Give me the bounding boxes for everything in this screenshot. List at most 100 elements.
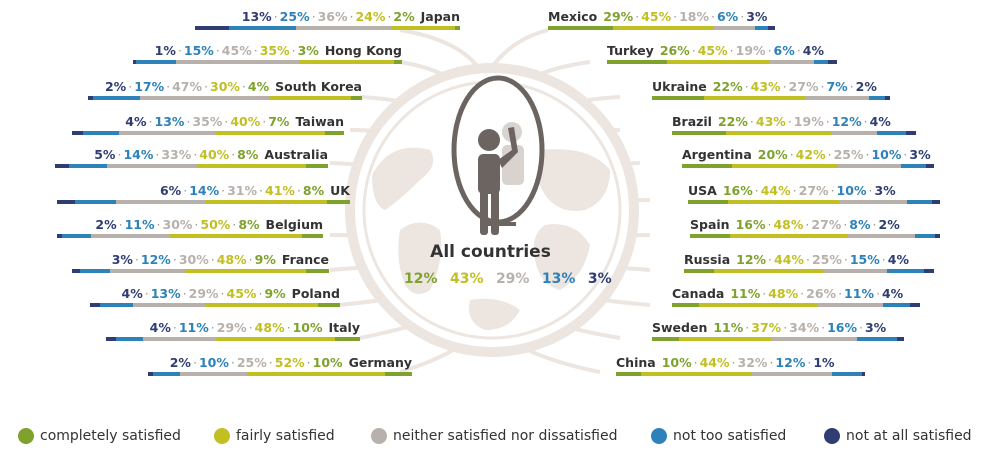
value-argentina-not-at-all: 3% bbox=[909, 147, 931, 162]
separator: · bbox=[248, 320, 253, 335]
value-south-korea-neither: 47% bbox=[172, 79, 203, 94]
bar-segment-completely bbox=[548, 26, 614, 30]
value-australia-neither: 33% bbox=[161, 147, 192, 162]
country-label: Hong Kong bbox=[324, 43, 402, 58]
value-hong-kong-not-at-all: 1% bbox=[154, 43, 176, 58]
value-germany-not-at-all: 2% bbox=[169, 355, 191, 370]
value-usa-not-at-all: 3% bbox=[874, 183, 896, 198]
center-value-completely: 12% bbox=[404, 271, 438, 287]
value-japan-not-too: 25% bbox=[279, 9, 310, 24]
separator: · bbox=[691, 43, 696, 58]
separator: · bbox=[749, 114, 754, 129]
value-canada-not-too: 11% bbox=[844, 286, 874, 301]
value-spain-not-at-all: 2% bbox=[878, 217, 900, 232]
country-label: Italy bbox=[328, 320, 361, 335]
country-label: Poland bbox=[291, 286, 340, 301]
value-taiwan-not-at-all: 4% bbox=[125, 114, 147, 129]
bar-segment-not-too bbox=[100, 303, 133, 307]
globe-continents bbox=[372, 147, 610, 330]
value-ukraine-not-too: 7% bbox=[826, 79, 848, 94]
bar-segment-not-at-all bbox=[55, 164, 69, 168]
value-italy-neither: 29% bbox=[216, 320, 247, 335]
bar-spain bbox=[690, 234, 940, 238]
separator: · bbox=[268, 355, 273, 370]
bar-segment-completely bbox=[301, 234, 323, 238]
row-russia: Russia 12% · 44% · 25% · 15% · 4% bbox=[684, 253, 909, 267]
separator: · bbox=[807, 355, 812, 370]
bar-segment-not-too bbox=[907, 200, 933, 204]
center-values: 12% 43% 29% 13% 3% bbox=[404, 271, 620, 287]
mirror-stand bbox=[480, 222, 516, 226]
bar-sweden bbox=[652, 337, 904, 341]
value-sweden-fairly: 37% bbox=[751, 320, 782, 335]
separator: · bbox=[754, 183, 759, 198]
center-title: All countries bbox=[430, 242, 551, 262]
row-spain: Spain 16% · 48% · 27% · 8% · 2% bbox=[690, 218, 900, 232]
value-taiwan-not-too: 13% bbox=[154, 114, 185, 129]
bar-segment-completely bbox=[326, 200, 350, 204]
value-poland-not-too: 13% bbox=[150, 286, 181, 301]
separator: · bbox=[273, 9, 278, 24]
separator: · bbox=[220, 286, 225, 301]
separator: · bbox=[843, 252, 848, 267]
value-uk-fairly: 41% bbox=[265, 183, 295, 198]
separator: · bbox=[258, 286, 263, 301]
separator: · bbox=[193, 147, 198, 162]
separator: · bbox=[711, 9, 715, 24]
value-uk-not-at-all: 6% bbox=[159, 183, 182, 198]
value-sweden-neither: 34% bbox=[789, 320, 820, 335]
row-japan: 13% · 25% · 36% · 24% · 2% Japan bbox=[242, 10, 460, 24]
separator: · bbox=[182, 286, 187, 301]
separator: · bbox=[148, 114, 153, 129]
value-mexico-neither: 18% bbox=[679, 9, 709, 24]
bar-taiwan bbox=[72, 131, 344, 135]
bar-segment-fairly bbox=[196, 164, 307, 168]
separator: · bbox=[872, 217, 877, 232]
bar-segment-not-too bbox=[229, 26, 296, 30]
country-label: Mexico bbox=[548, 9, 598, 24]
row-uk: 6% · 14% · 31% · 41% · 8% UK bbox=[160, 184, 350, 198]
separator: · bbox=[166, 79, 171, 94]
country-label: Taiwan bbox=[295, 114, 344, 129]
country-label: France bbox=[281, 252, 329, 267]
separator: · bbox=[863, 114, 868, 129]
bar-hong-kong bbox=[133, 60, 402, 64]
bar-segment-neither bbox=[115, 200, 207, 204]
separator: · bbox=[859, 320, 863, 335]
value-poland-not-at-all: 4% bbox=[121, 286, 143, 301]
separator: · bbox=[805, 252, 810, 267]
bar-segment-not-at-all bbox=[57, 200, 75, 204]
separator: · bbox=[881, 252, 886, 267]
bar-segment-not-too bbox=[832, 372, 863, 376]
separator: · bbox=[789, 147, 794, 162]
country-label: Australia bbox=[264, 147, 328, 162]
value-france-neither: 30% bbox=[178, 252, 209, 267]
separator: · bbox=[349, 9, 354, 24]
bar-argentina bbox=[682, 164, 934, 168]
bar-segment-not-at-all bbox=[926, 164, 934, 168]
value-japan-completely: 2% bbox=[393, 9, 415, 24]
bar-segment-not-at-all bbox=[768, 26, 775, 30]
row-sweden: Sweden 11% · 37% · 34% · 16% · 3% bbox=[652, 321, 886, 335]
separator: · bbox=[172, 252, 177, 267]
bar-segment-completely bbox=[385, 372, 412, 376]
separator: · bbox=[128, 79, 133, 94]
separator: · bbox=[805, 217, 810, 232]
separator: · bbox=[783, 320, 788, 335]
bar-segment-not-too bbox=[876, 131, 907, 135]
bar-ukraine bbox=[652, 96, 890, 100]
value-germany-not-too: 10% bbox=[198, 355, 229, 370]
separator: · bbox=[800, 286, 805, 301]
value-russia-fairly: 44% bbox=[774, 252, 804, 267]
value-turkey-neither: 19% bbox=[735, 43, 766, 58]
value-australia-completely: 8% bbox=[237, 147, 259, 162]
legend-label: neither satisfied nor dissatisfied bbox=[393, 428, 618, 444]
bar-segment-not-at-all bbox=[148, 372, 154, 376]
bar-segment-not-at-all bbox=[935, 234, 940, 238]
bar-segment-not-too bbox=[82, 131, 119, 135]
separator: · bbox=[769, 355, 774, 370]
value-sweden-not-too: 16% bbox=[827, 320, 857, 335]
row-australia: 5% · 14% · 33% · 40% · 8% Australia bbox=[94, 148, 328, 162]
bar-segment-fairly bbox=[391, 26, 455, 30]
row-poland: 4% · 13% · 29% · 45% · 9% Poland bbox=[122, 287, 341, 301]
